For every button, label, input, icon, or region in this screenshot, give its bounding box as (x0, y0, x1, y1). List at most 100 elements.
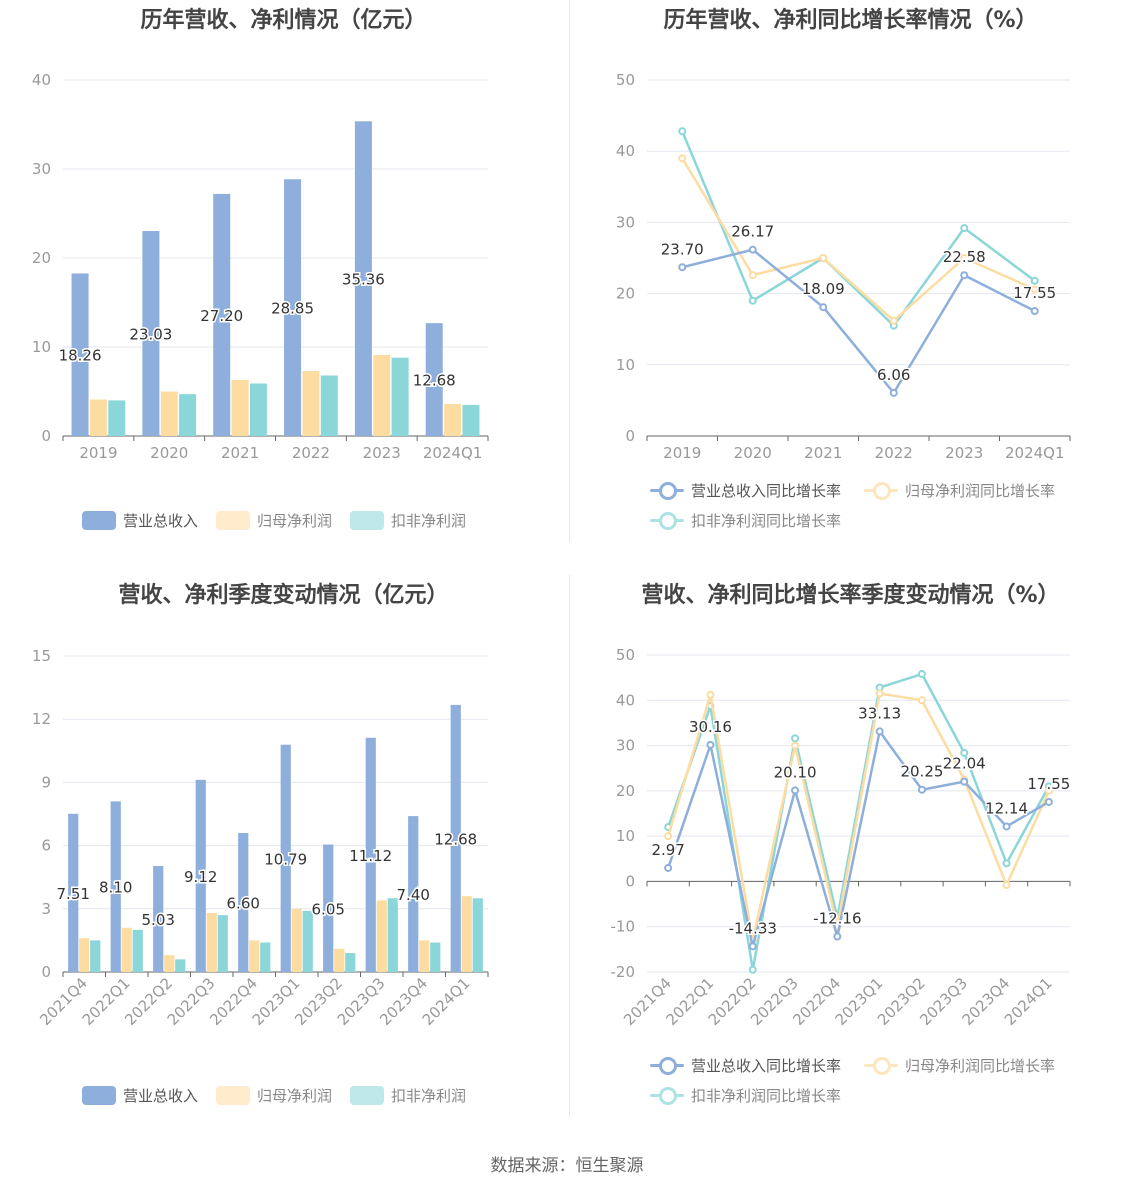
line-point (1030, 276, 1039, 285)
line-point (1030, 285, 1039, 294)
x-tick-label: 2021 (804, 444, 842, 462)
legend-item[interactable]: 归母净利润同比增长率 (864, 1055, 1055, 1076)
legend-item[interactable]: 营业总收入同比增长率 (650, 1055, 841, 1076)
y-tick-label: 10 (32, 338, 51, 356)
legend-item[interactable]: 扣非净利润 (350, 510, 466, 531)
y-tick-label: 0 (41, 963, 51, 981)
line-point (678, 127, 687, 136)
bar (249, 383, 267, 436)
legend-swatch (650, 511, 684, 530)
line-point (875, 689, 884, 698)
legend-label: 扣非净利润同比增长率 (691, 512, 842, 530)
chart-plot: -20-10010203040502021Q42022Q12022Q22022Q… (611, 646, 1072, 1029)
line-point (1044, 797, 1053, 806)
bar (238, 832, 249, 972)
y-tick-label: 15 (32, 647, 51, 665)
legend-item[interactable]: 营业总收入 (82, 510, 198, 531)
chart-title: 历年营收、净利同比增长率情况（%） (663, 8, 1038, 33)
y-tick-label: 10 (616, 356, 635, 374)
legend-item[interactable]: 扣非净利润同比增长率 (650, 510, 841, 531)
legend-label: 归母净利润同比增长率 (905, 1057, 1056, 1075)
legend-item[interactable]: 扣非净利润 (350, 1085, 466, 1106)
y-tick-label: 10 (616, 827, 635, 845)
data-label: 27.20 (200, 307, 243, 325)
bar (142, 231, 160, 436)
y-tick-label: 30 (616, 213, 635, 231)
y-tick-label: -10 (611, 918, 636, 936)
line-point (678, 154, 687, 163)
y-tick-label: 0 (625, 872, 635, 890)
legend-swatch (350, 511, 384, 530)
data-label: 18.26 (59, 347, 102, 365)
line-point (748, 245, 757, 254)
line-point (1002, 822, 1011, 831)
y-tick-label: 30 (32, 160, 51, 178)
data-label: 23.03 (129, 326, 172, 344)
y-tick-label: 40 (616, 691, 635, 709)
legend-swatch (864, 1056, 898, 1075)
bar (323, 844, 334, 972)
bar (110, 801, 121, 972)
line-point (917, 785, 926, 794)
bar (284, 179, 302, 437)
line-point (889, 388, 898, 397)
data-label: 12.68 (413, 372, 456, 390)
line-point (889, 316, 898, 325)
annual-revenue-profit-chart: 历年营收、净利情况（亿元） 0 10 20 30 40 2019 2020 2021 2022 2… (0, 0, 567, 560)
quarterly-growth-rate-chart: 营收、净利同比增长率季度变动情况（%） -20 -10 0 10 20 30 40 50 202… (567, 575, 1134, 1135)
line-point (819, 254, 828, 262)
bar (89, 399, 107, 436)
data-label: 28.85 (271, 300, 314, 318)
bar (179, 394, 197, 436)
bar (132, 929, 143, 972)
series-line (666, 730, 1050, 948)
data-label: 20.10 (774, 763, 817, 781)
chart-title: 历年营收、净利情况（亿元） (140, 8, 427, 33)
y-tick-label: 20 (616, 782, 635, 800)
bar (334, 948, 345, 972)
annual-growth-rate-chart: 历年营收、净利同比增长率情况（%） 0 10 20 30 40 50 2019 2020 202… (567, 0, 1134, 560)
data-label: 10.79 (264, 850, 307, 868)
legend-swatch (650, 1056, 684, 1075)
line-point (1002, 859, 1011, 868)
bar (213, 193, 231, 436)
bar (320, 375, 338, 436)
line-point (678, 263, 687, 272)
bar (175, 959, 186, 972)
line-point (1002, 881, 1011, 890)
y-tick-label: 50 (616, 71, 635, 89)
line-point (819, 303, 828, 312)
source-note: 数据来源：恒生聚源 (490, 1156, 644, 1176)
bar (231, 379, 249, 436)
chart-plot: 0 10 20 30 40 2019 2020 2021 2022 2023 2024Q1 18.26… (32, 71, 489, 462)
data-label: 18.09 (802, 280, 845, 298)
chart-plot: 0 10 20 30 40 50 2019 2020 2021 2022 2023 2024Q1 23.… (616, 71, 1071, 462)
data-label: 33.13 (858, 704, 901, 722)
legend-swatch (650, 481, 684, 500)
line-point (960, 777, 969, 786)
quarterly-revenue-profit-chart: 营收、净利季度变动情况（亿元） 0 3 6 9 12 15 2021Q4 2022Q1 2022… (0, 575, 567, 1135)
data-label: 12.68 (434, 830, 477, 848)
bar (302, 371, 320, 436)
line-point (748, 271, 757, 280)
y-tick-label: -20 (611, 963, 636, 981)
legend-item[interactable]: 归母净利润同比增长率 (864, 480, 1055, 501)
x-tick-label: 2024Q1 (419, 974, 474, 1029)
data-label: 7.51 (57, 885, 90, 903)
bar (71, 273, 89, 436)
legend-swatch (216, 1086, 250, 1105)
legend-item[interactable]: 扣非净利润同比增长率 (650, 1085, 841, 1106)
legend-marker (659, 482, 677, 500)
data-label: 23.70 (661, 240, 704, 258)
line-point (664, 832, 673, 841)
x-tick-label: 2023 (945, 444, 983, 462)
bar (354, 121, 372, 437)
legend-item[interactable]: 营业总收入 (82, 1085, 198, 1106)
data-label: 12.14 (985, 799, 1028, 817)
legend-item[interactable]: 归母净利润 (216, 510, 332, 531)
legend-item[interactable]: 营业总收入同比增长率 (650, 480, 841, 501)
x-tick-label: 2019 (663, 444, 701, 462)
bar (153, 866, 164, 972)
data-label: -14.33 (729, 919, 777, 937)
legend-item[interactable]: 归母净利润 (216, 1085, 332, 1106)
